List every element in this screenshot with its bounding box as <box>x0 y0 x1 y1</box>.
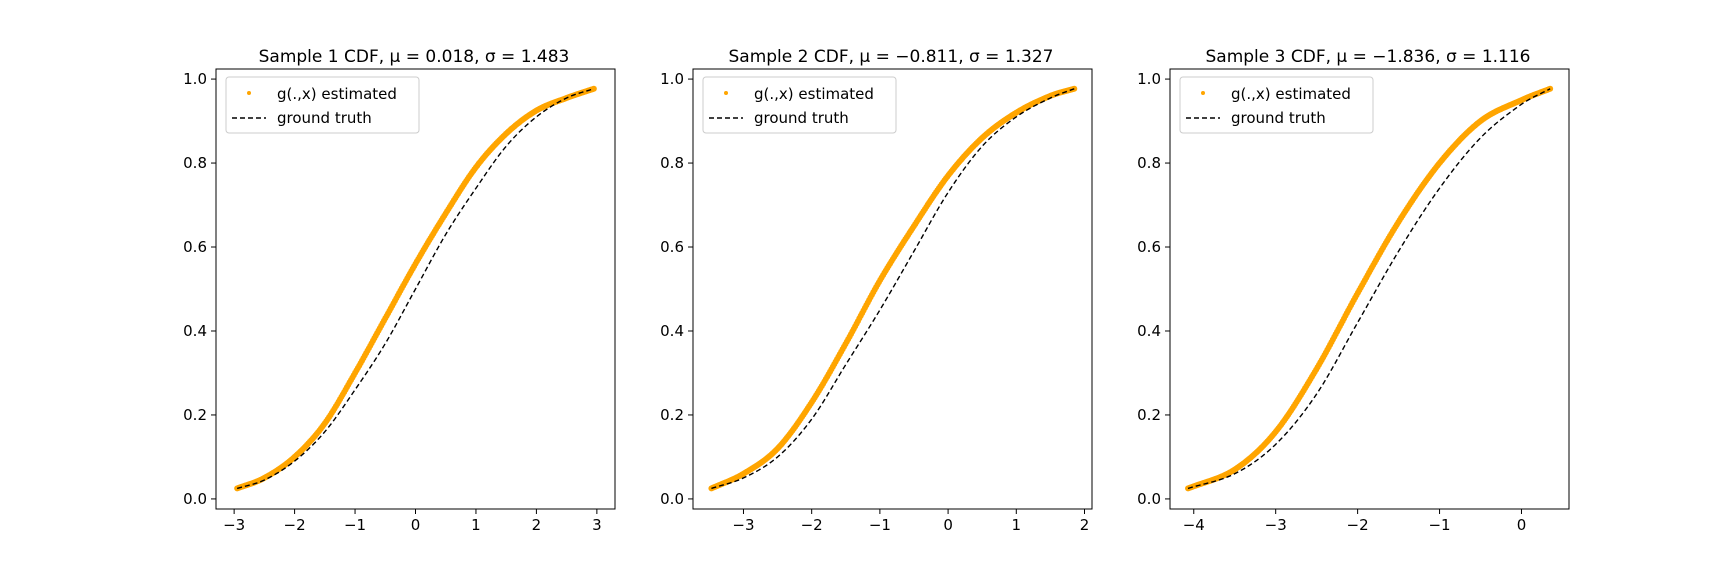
subplot-3-legend-box <box>1179 76 1374 134</box>
subplot-3-ytick-label: 1.0 <box>1137 70 1161 88</box>
subplot-1-xtick-label: −3 <box>223 516 245 534</box>
subplot-3-legend-estimate-marker <box>1201 91 1205 95</box>
subplot-2-ytick-label: 0.2 <box>660 406 684 424</box>
subplot-2-xtick-label: 1 <box>1012 516 1022 534</box>
subplot-1-ground-truth-line <box>236 88 595 490</box>
subplot-1-xtick-label: 3 <box>592 516 602 534</box>
subplot-2-xtick-label: 2 <box>1080 516 1090 534</box>
subplot-1-xtick-label: 2 <box>532 516 542 534</box>
subplot-3-xtick-label: −3 <box>1265 516 1287 534</box>
subplot-1-axes-frame <box>215 68 616 510</box>
subplot-2-ytick-label: 0.6 <box>660 238 684 256</box>
subplot-2-ytick-label: 0.8 <box>660 154 684 172</box>
subplot-1-legend-estimate-label: g(.,x) estimated <box>277 85 397 103</box>
subplot-2-title: Sample 2 CDF, μ = −0.811, σ = 1.327 <box>729 47 1054 67</box>
subplot-3-ytick-label: 0.8 <box>1137 154 1161 172</box>
subplot-1-legend-box <box>225 76 420 134</box>
subplot-3: Sample 3 CDF, μ = −1.836, σ = 1.116 −4 −3… <box>1137 47 1570 534</box>
subplot-1-xtick-label: 0 <box>411 516 421 534</box>
subplot-2-legend-estimate-marker <box>724 91 728 95</box>
subplot-2-xtick-label: −1 <box>869 516 891 534</box>
subplot-2-ytick-label: 1.0 <box>660 70 684 88</box>
subplot-1-ytick-label: 1.0 <box>183 70 207 88</box>
subplot-2-legend-estimate-label: g(.,x) estimated <box>754 85 874 103</box>
subplot-3-xtick-label: −2 <box>1347 516 1369 534</box>
subplot-2-xtick-label: −2 <box>801 516 823 534</box>
subplot-2-legend-truth-label: ground truth <box>754 109 849 127</box>
subplot-3-ground-truth-line <box>1187 88 1551 490</box>
subplot-2-legend-box <box>702 76 897 134</box>
subplot-2-ground-truth-line <box>711 88 1075 490</box>
subplot-3-ytick-label: 0.4 <box>1137 322 1161 340</box>
subplot-1-legend-truth-label: ground truth <box>277 109 372 127</box>
subplot-1-xtick-label: −2 <box>284 516 306 534</box>
subplot-1-xtick-label: −1 <box>344 516 366 534</box>
subplot-1-ytick-label: 0.0 <box>183 490 207 508</box>
subplot-3-plot-area: −4 −3 −2 −1 0 0.0 0.2 0.4 0.6 0.8 1.0 <box>1137 70 1554 534</box>
subplot-2-axes-frame <box>692 68 1093 510</box>
subplot-1: Sample 1 CDF, μ = 0.018, σ = 1.483 −3 −2−… <box>183 47 616 534</box>
subplot-3-legend-estimate-label: g(.,x) estimated <box>1231 85 1351 103</box>
subplot-1-legend-estimate-marker <box>247 91 251 95</box>
subplot-3-axes-frame <box>1169 68 1570 510</box>
subplot-1-plot-area: −3 −2 −1 0 1 2 3 0.0 0.2 0.4 0.6 0.8 1.0 <box>183 70 601 534</box>
subplot-1-title: Sample 1 CDF, μ = 0.018, σ = 1.483 <box>259 47 570 67</box>
subplot-1-ytick-label: 0.4 <box>183 322 207 340</box>
subplot-1-estimate-point <box>590 85 597 92</box>
subplot-2-legend: g(.,x) estimated ground truth <box>702 76 897 134</box>
subplot-2: Sample 2 CDF, μ = −0.811, σ = 1.327 −3 −2… <box>660 47 1093 534</box>
subplot-3-ytick-label: 0.6 <box>1137 238 1161 256</box>
subplot-1-ytick-label: 0.2 <box>183 406 207 424</box>
subplot-3-xtick-label: −1 <box>1428 516 1450 534</box>
subplot-2-xtick-label: 0 <box>943 516 953 534</box>
subplot-1-legend: g(.,x) estimated ground truth <box>225 76 420 134</box>
subplot-3-legend-truth-label: ground truth <box>1231 109 1326 127</box>
subplot-3-xtick-label: −4 <box>1183 516 1205 534</box>
subplot-2-ytick-label: 0.4 <box>660 322 684 340</box>
subplot-1-ytick-label: 0.6 <box>183 238 207 256</box>
subplot-3-legend: g(.,x) estimated ground truth <box>1179 76 1374 134</box>
subplot-3-ytick-label: 0.0 <box>1137 490 1161 508</box>
subplot-3-ytick-label: 0.2 <box>1137 406 1161 424</box>
subplot-2-xtick-label: −3 <box>732 516 754 534</box>
subplot-2-plot-area: −3 −2 −1 0 1 2 0.0 0.2 0.4 0.6 0.8 1.0 <box>660 70 1089 534</box>
subplot-2-ytick-label: 0.0 <box>660 490 684 508</box>
subplot-3-xtick-label: 0 <box>1517 516 1527 534</box>
subplot-1-xtick-label: 1 <box>471 516 481 534</box>
subplot-3-title: Sample 3 CDF, μ = −1.836, σ = 1.116 <box>1206 47 1531 67</box>
subplot-1-ytick-label: 0.8 <box>183 154 207 172</box>
